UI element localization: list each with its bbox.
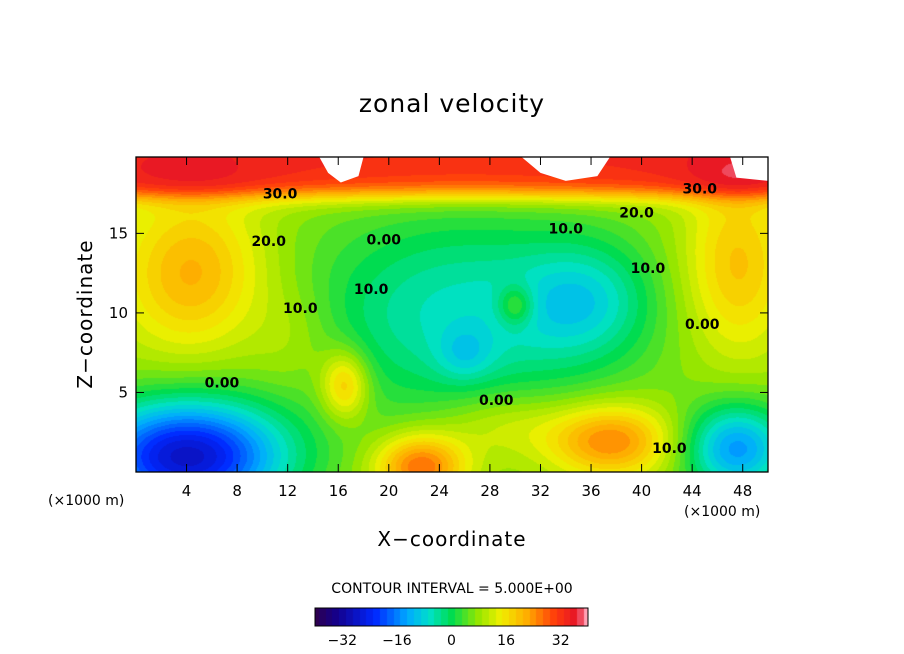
x-tick-label-6: 28 xyxy=(480,482,499,500)
x-axis-label: X−coordinate xyxy=(377,527,526,551)
x-tick-label-10: 44 xyxy=(683,482,702,500)
contour-label-0: 30.0 xyxy=(263,186,298,202)
x-unit-label-right: (×1000 m) xyxy=(684,504,760,520)
y-axis-label: Z−coordinate xyxy=(73,239,97,388)
x-axis-ticks: 4 8 12 16 20 24 28 32 36 40 44 48 xyxy=(182,157,752,500)
contour-label-5: 10.0 xyxy=(283,301,318,317)
white-region-0 xyxy=(319,157,364,183)
y-tick-label-2: 15 xyxy=(109,224,128,242)
colorbar-tick-label-2: 0 xyxy=(447,633,456,649)
contour-label-2: 20.0 xyxy=(251,234,286,250)
y-tick-label-1: 10 xyxy=(109,304,128,322)
contour-label-8: 10.0 xyxy=(652,441,687,457)
x-tick-label-11: 48 xyxy=(733,482,752,500)
x-tick-label-4: 20 xyxy=(379,482,398,500)
contour-labels: 30.0 30.0 20.0 20.0 10.0 10.0 10.0 10.0 10.0 0.00… xyxy=(205,182,720,457)
colorbar-frame xyxy=(314,607,589,627)
colorbar-tick-label-0: −32 xyxy=(328,633,358,649)
x-tick-label-1: 8 xyxy=(232,482,242,500)
x-tick-label-8: 36 xyxy=(581,482,600,500)
y-tick-label-0: 5 xyxy=(118,383,128,401)
contour-label-12: 0.00 xyxy=(685,317,720,333)
x-tick-label-7: 32 xyxy=(531,482,550,500)
contour-label-1: 30.0 xyxy=(682,182,717,198)
colorbar-gradient xyxy=(315,608,588,626)
x-tick-label-9: 40 xyxy=(632,482,651,500)
heatmap-area xyxy=(136,157,768,472)
x-tick-label-5: 24 xyxy=(430,482,449,500)
contour-label-3: 20.0 xyxy=(619,205,654,221)
x-unit-label-left: (×1000 m) xyxy=(48,493,124,509)
contour-interval-text: CONTOUR INTERVAL = 5.000E+00 xyxy=(331,581,572,597)
contour-label-9: 0.00 xyxy=(366,233,401,249)
contour-label-10: 0.00 xyxy=(205,376,240,392)
white-regions xyxy=(319,157,768,183)
white-region-1 xyxy=(521,157,610,181)
y-axis-ticks: 5 10 15 xyxy=(109,224,768,401)
x-tick-label-0: 4 xyxy=(182,482,192,500)
contour-label-4: 10.0 xyxy=(548,221,583,237)
white-region-2 xyxy=(730,157,768,181)
x-tick-label-2: 12 xyxy=(278,482,297,500)
colorbar-tick-label-3: 16 xyxy=(497,633,515,649)
colorbar: −32 −16 0 16 32 xyxy=(314,607,589,649)
contour-label-6: 10.0 xyxy=(354,282,389,298)
colorbar-ticks: −32 −16 0 16 32 xyxy=(328,633,570,649)
contour-label-7: 10.0 xyxy=(631,261,666,277)
colorbar-tick-label-1: −16 xyxy=(382,633,412,649)
colorbar-tick-label-4: 32 xyxy=(552,633,570,649)
plot-frame xyxy=(135,156,769,473)
contour-label-11: 0.00 xyxy=(479,393,514,409)
chart-title: zonal velocity xyxy=(359,89,545,118)
x-tick-label-3: 16 xyxy=(329,482,348,500)
velocity-field xyxy=(136,157,768,472)
